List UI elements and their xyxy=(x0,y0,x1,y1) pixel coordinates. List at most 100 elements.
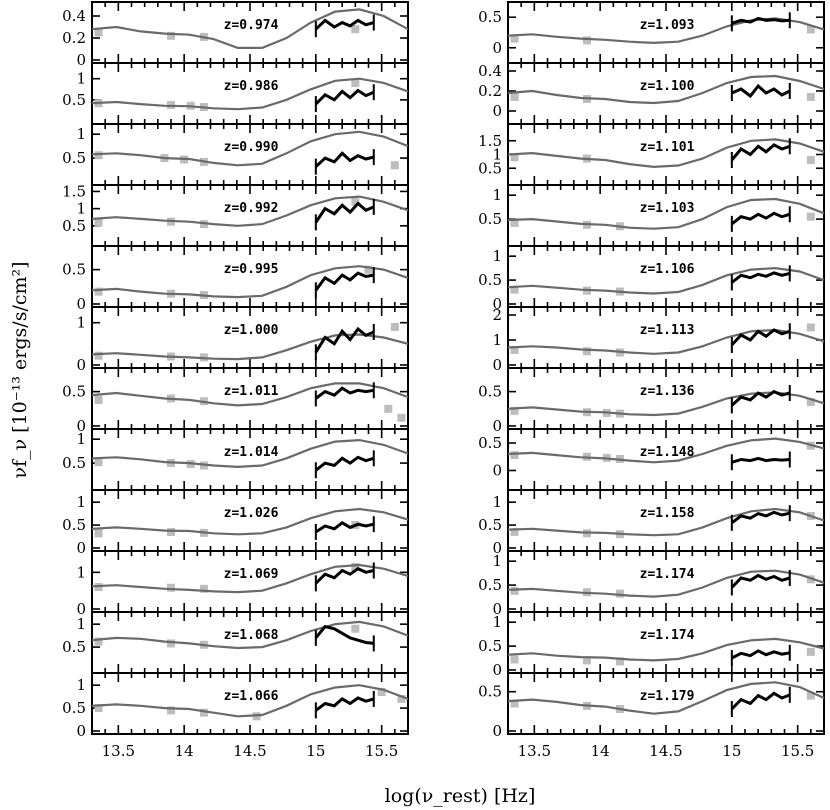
photometry-point xyxy=(583,36,591,45)
model-curve xyxy=(507,197,825,230)
model-curve xyxy=(91,8,409,49)
redshift-label: z=1.100 xyxy=(640,79,695,94)
redshift-label: z=1.158 xyxy=(640,506,695,521)
spectrum-curve xyxy=(314,624,374,645)
y-tick-label: 0.5 xyxy=(62,383,86,401)
spectrum-curve xyxy=(314,455,375,472)
y-tick-label: 0.2 xyxy=(62,29,86,47)
spectrum-curve xyxy=(314,88,375,106)
spectrum-curve xyxy=(314,201,375,224)
photometry-point xyxy=(397,694,406,703)
y-tick-label: 0 xyxy=(76,722,86,740)
photometry-point xyxy=(351,78,360,87)
x-tick-label: 15 xyxy=(722,742,741,760)
panel: 0 0.2 0.4 z=1.100 xyxy=(478,62,825,125)
spectrum-curve xyxy=(730,691,791,711)
photometry-point xyxy=(390,322,399,331)
y-tick-label: 1 xyxy=(76,314,86,332)
redshift-label: z=1.066 xyxy=(224,689,279,704)
model-curve xyxy=(91,130,409,167)
y-tick-label: 0 xyxy=(76,51,86,69)
photometry-point xyxy=(94,28,103,37)
redshift-label: z=1.179 xyxy=(640,689,695,704)
model-curve xyxy=(91,563,409,594)
model-curve xyxy=(91,684,409,718)
panel: 0.5 1 z=0.986 xyxy=(62,62,409,125)
panel: 0 0.5 z=0.995 xyxy=(62,245,409,313)
panel: 0 1 z=1.069 xyxy=(76,550,409,618)
redshift-label: z=1.011 xyxy=(224,384,279,399)
y-tick-label: 1 xyxy=(76,430,86,448)
panel: 0 0.5 1 z=1.066 xyxy=(62,672,409,740)
panel: 0 0.5 1 z=1.026 xyxy=(62,489,409,557)
redshift-label: z=0.974 xyxy=(224,18,279,33)
model-curve xyxy=(91,77,409,111)
x-tick-label: 13.5 xyxy=(518,742,551,760)
photometry-point xyxy=(806,323,815,332)
photometry-point xyxy=(510,655,519,664)
y-tick-label: 1 xyxy=(492,331,502,349)
photometry-point xyxy=(615,589,624,598)
y-tick-label: 0.4 xyxy=(62,7,86,25)
y-tick-label: 1.5 xyxy=(62,182,86,200)
y-tick-label: 1 xyxy=(76,563,86,581)
y-tick-label: 1.5 xyxy=(478,132,502,150)
y-tick-label: 0 xyxy=(492,102,502,120)
spectrum-curve xyxy=(731,649,791,660)
panel: 0.5 1 z=1.014 xyxy=(62,428,409,491)
y-tick-label: 0 xyxy=(76,417,86,435)
panel: 0 1 2 z=1.113 xyxy=(492,306,825,374)
photometry-point xyxy=(94,637,103,646)
spectrum-curve xyxy=(314,151,375,168)
spectrum-curve xyxy=(730,510,791,525)
model-curve xyxy=(91,438,409,469)
spectrum-curve xyxy=(730,211,791,226)
model-curve xyxy=(507,507,825,537)
photometry-point xyxy=(167,706,175,715)
x-tick-label: 15 xyxy=(306,742,325,760)
panel: 0.5 1 z=1.103 xyxy=(478,184,825,247)
model-curve xyxy=(91,195,409,227)
y-tick-label: 0.5 xyxy=(478,637,502,655)
redshift-label: z=1.103 xyxy=(640,201,695,216)
photometry-point xyxy=(510,699,519,708)
y-tick-label: 0.5 xyxy=(478,159,502,177)
panel: 0.5 1 z=0.990 xyxy=(62,123,409,186)
redshift-label: z=1.000 xyxy=(224,323,279,338)
model-curve xyxy=(91,265,409,299)
photometry-point xyxy=(94,351,103,360)
photometry-point xyxy=(94,395,103,404)
y-tick-label: 0.5 xyxy=(478,383,502,401)
y-tick-label: 0.5 xyxy=(478,8,502,26)
y-tick-label: 0.5 xyxy=(478,271,502,289)
y-tick-label: 0.5 xyxy=(478,434,502,452)
panel: 0 0.5 z=1.148 xyxy=(478,428,825,491)
redshift-label: z=1.014 xyxy=(224,445,279,460)
model-curve xyxy=(507,74,825,105)
y-tick-label: 0 xyxy=(492,722,502,740)
y-tick-label: 0 xyxy=(492,417,502,435)
photometry-point xyxy=(510,451,519,460)
y-tick-label: 1 xyxy=(492,552,502,570)
redshift-label: z=0.990 xyxy=(224,140,279,155)
x-tick-label: 14 xyxy=(591,742,610,760)
photometry-point xyxy=(510,406,519,415)
x-tick-label: 15.5 xyxy=(781,742,814,760)
redshift-label: z=1.106 xyxy=(640,262,695,277)
y-tick-label: 0 xyxy=(492,295,502,313)
spectrum-curve xyxy=(730,328,791,347)
panel: 0 0.5 1 z=1.106 xyxy=(478,245,825,313)
photometry-point xyxy=(806,156,815,164)
spectrum-curve xyxy=(314,566,375,585)
photometry-point xyxy=(510,586,519,595)
redshift-label: z=0.986 xyxy=(224,79,279,94)
redshift-label: z=1.101 xyxy=(640,140,695,155)
photometry-point xyxy=(94,218,103,227)
photometry-point xyxy=(806,212,815,221)
photometry-point xyxy=(806,647,815,656)
y-tick-label: 0.5 xyxy=(62,91,86,109)
panel: 0 0.5 z=1.179 xyxy=(478,672,825,740)
redshift-label: z=1.136 xyxy=(640,384,695,399)
x-axis-title: log(ν_rest) [Hz] xyxy=(385,785,536,807)
